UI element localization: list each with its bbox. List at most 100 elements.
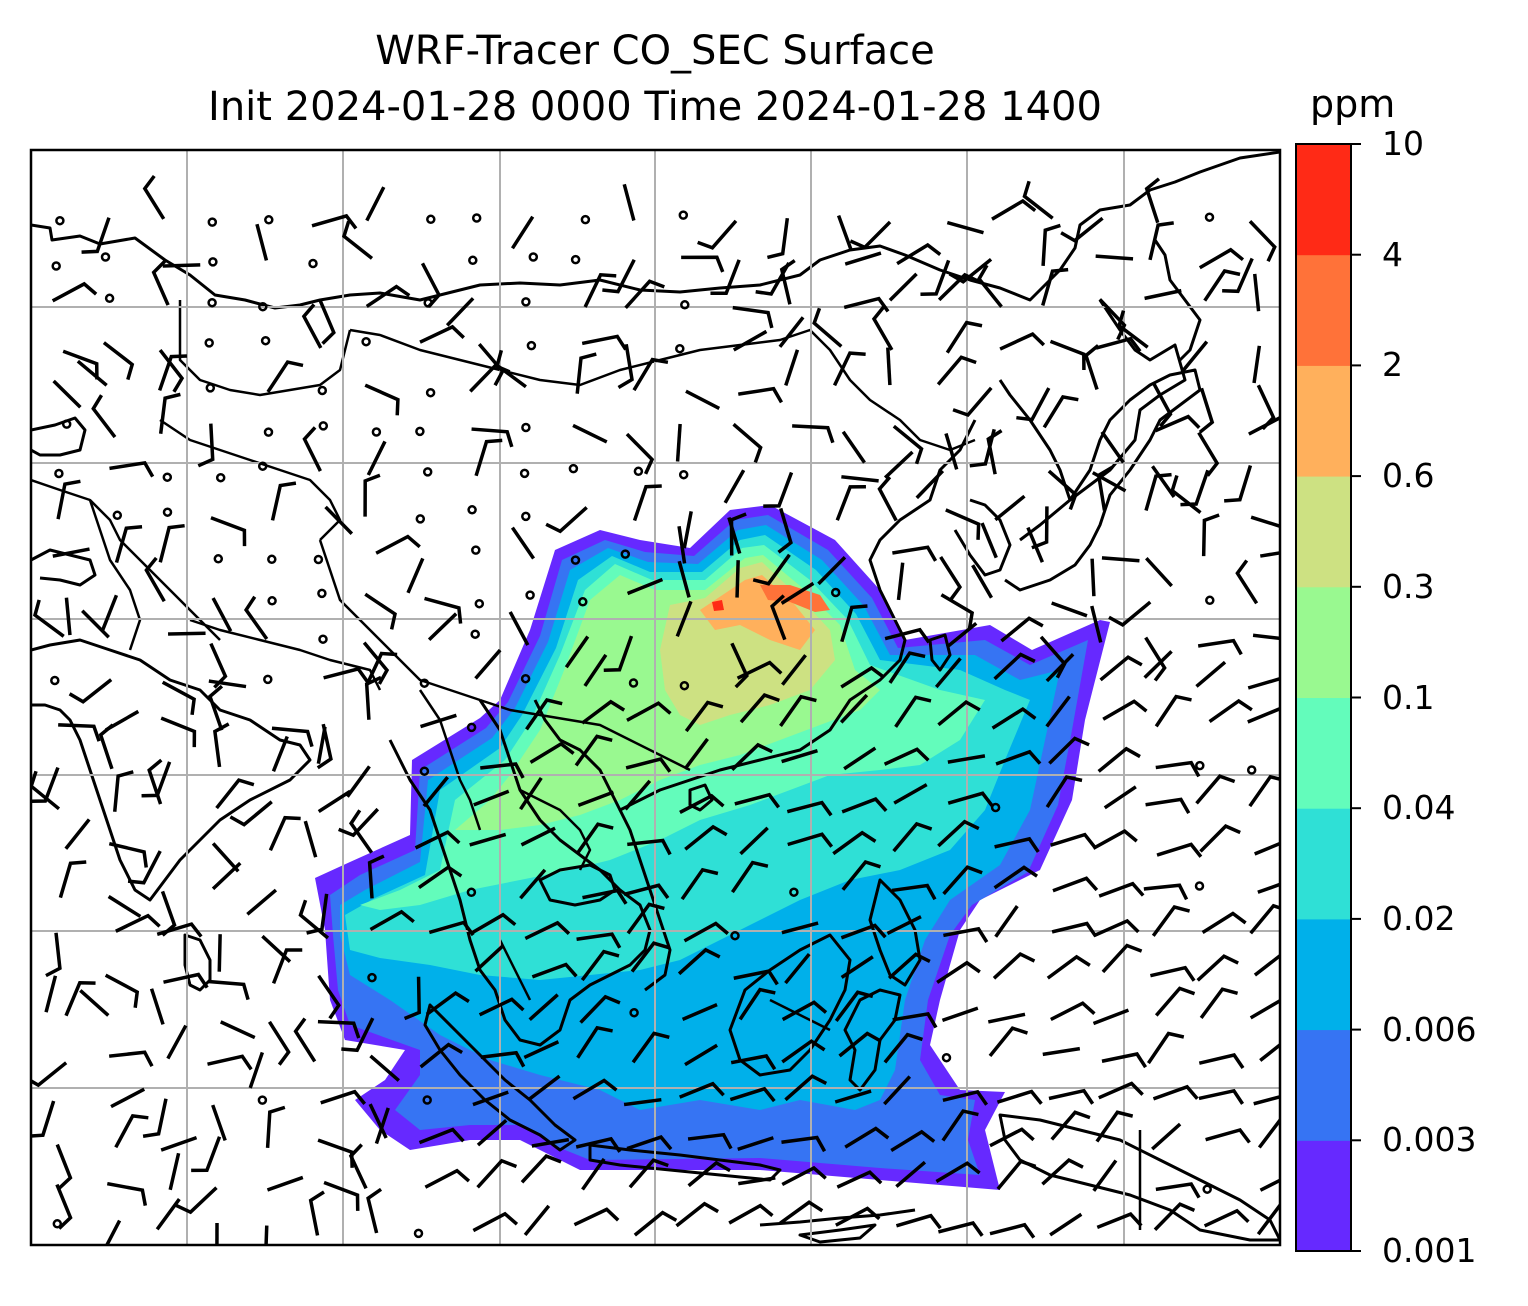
wind-barb xyxy=(104,973,140,1008)
wind-barb xyxy=(778,316,805,348)
wind-barb xyxy=(836,1170,883,1189)
wind-barb xyxy=(1151,1122,1182,1151)
colorbar-tick-label: 4 xyxy=(1382,234,1403,274)
wind-calm-marker xyxy=(263,674,273,685)
wind-barb xyxy=(681,255,725,273)
border-myanmar xyxy=(418,689,482,831)
wind-barb xyxy=(341,1017,375,1053)
wind-barb xyxy=(1151,381,1173,428)
wind-barb xyxy=(730,742,773,771)
wind-barb xyxy=(684,700,724,733)
wind-calm-marker xyxy=(528,252,539,262)
wind-barb xyxy=(684,824,728,851)
wind-barb xyxy=(1117,310,1149,349)
wind-barb xyxy=(1150,965,1196,982)
wind-barb xyxy=(32,599,65,638)
wind-barb xyxy=(55,1183,73,1230)
conc-band-9 xyxy=(712,600,724,611)
border-laos xyxy=(519,788,592,871)
wind-barb xyxy=(1198,387,1215,434)
wind-barb xyxy=(1042,394,1079,429)
wind-calm-marker xyxy=(525,590,535,600)
tracer-concentration-fill xyxy=(315,505,1110,1190)
wind-barb xyxy=(1098,881,1145,898)
wind-barb xyxy=(940,593,975,629)
wind-calm-marker xyxy=(633,466,644,477)
border-china-mongolia xyxy=(349,328,976,452)
wind-barb xyxy=(729,1086,776,1103)
wind-barb xyxy=(56,479,81,520)
wind-calm-marker xyxy=(678,469,689,480)
wind-barb xyxy=(480,762,525,779)
wind-calm-marker xyxy=(1195,760,1205,771)
wind-barb xyxy=(101,594,119,631)
wind-barb xyxy=(362,641,390,685)
wind-barb xyxy=(1196,954,1239,982)
wind-barb xyxy=(685,389,721,410)
wind-barb xyxy=(836,214,854,252)
wind-calm-marker xyxy=(568,463,579,474)
border-mid-east xyxy=(31,478,221,641)
wind-calm-marker xyxy=(162,472,173,482)
wind-calm-marker xyxy=(415,426,425,437)
coastline-japan xyxy=(1004,368,1202,592)
wind-barb xyxy=(1257,1117,1280,1149)
wind-barb xyxy=(419,1042,463,1069)
wind-barb xyxy=(781,921,819,935)
wind-calm-marker xyxy=(54,468,64,479)
wind-barb xyxy=(675,1201,719,1228)
wind-calm-marker xyxy=(207,297,217,308)
wind-barb xyxy=(632,484,662,522)
wind-barb xyxy=(1050,832,1096,849)
wind-barb xyxy=(510,526,536,560)
colorbar-tick-label: 0.003 xyxy=(1382,1120,1477,1160)
wind-barb xyxy=(246,888,278,916)
wind-barb xyxy=(994,494,1026,522)
wind-barb xyxy=(770,594,787,641)
wind-barb xyxy=(628,1158,669,1189)
wind-barb xyxy=(127,850,162,885)
wind-barb xyxy=(1170,475,1202,514)
wind-barb xyxy=(317,974,341,1020)
wind-barb xyxy=(766,217,790,260)
wind-barb xyxy=(1051,601,1088,618)
wind-barb xyxy=(1022,180,1054,220)
coastline-caspian xyxy=(31,416,87,457)
wind-barb xyxy=(403,976,421,1021)
wind-barb xyxy=(1197,638,1243,656)
wind-barb xyxy=(999,332,1046,351)
wind-barb xyxy=(472,1090,509,1107)
wind-barb xyxy=(365,186,386,222)
colorbar-tick-label: 0.3 xyxy=(1382,566,1435,606)
wind-barb xyxy=(1049,1212,1083,1237)
wind-barb xyxy=(887,952,931,980)
wind-barb xyxy=(682,511,693,549)
wind-barb xyxy=(888,651,926,684)
wind-barb xyxy=(1198,1088,1245,1105)
wind-barb xyxy=(52,379,82,409)
wind-barb xyxy=(883,747,930,766)
wind-barb xyxy=(243,595,269,641)
wind-barb xyxy=(784,349,800,387)
wind-barb xyxy=(208,679,247,689)
wind-barb xyxy=(991,198,1037,221)
wind-barb xyxy=(945,320,983,354)
wind-calm-marker xyxy=(1194,881,1205,891)
wind-barb xyxy=(1048,736,1090,765)
colorbar-tick-label: 0.02 xyxy=(1382,898,1456,938)
wind-calm-marker xyxy=(419,678,430,688)
wind-calm-marker xyxy=(52,1219,63,1229)
wind-barb xyxy=(941,1006,979,1023)
wind-barb xyxy=(158,523,185,563)
wind-calm-marker xyxy=(628,678,639,688)
wind-barb xyxy=(1195,660,1227,688)
wind-calm-marker xyxy=(371,427,382,437)
wind-barb xyxy=(936,355,977,386)
wind-barb xyxy=(160,716,197,748)
wind-barb xyxy=(677,947,721,976)
wind-barb xyxy=(115,913,161,933)
wind-barb xyxy=(1152,1084,1199,1101)
wind-barb xyxy=(268,815,301,852)
wind-barb xyxy=(575,1136,622,1153)
wind-barb xyxy=(841,475,879,483)
